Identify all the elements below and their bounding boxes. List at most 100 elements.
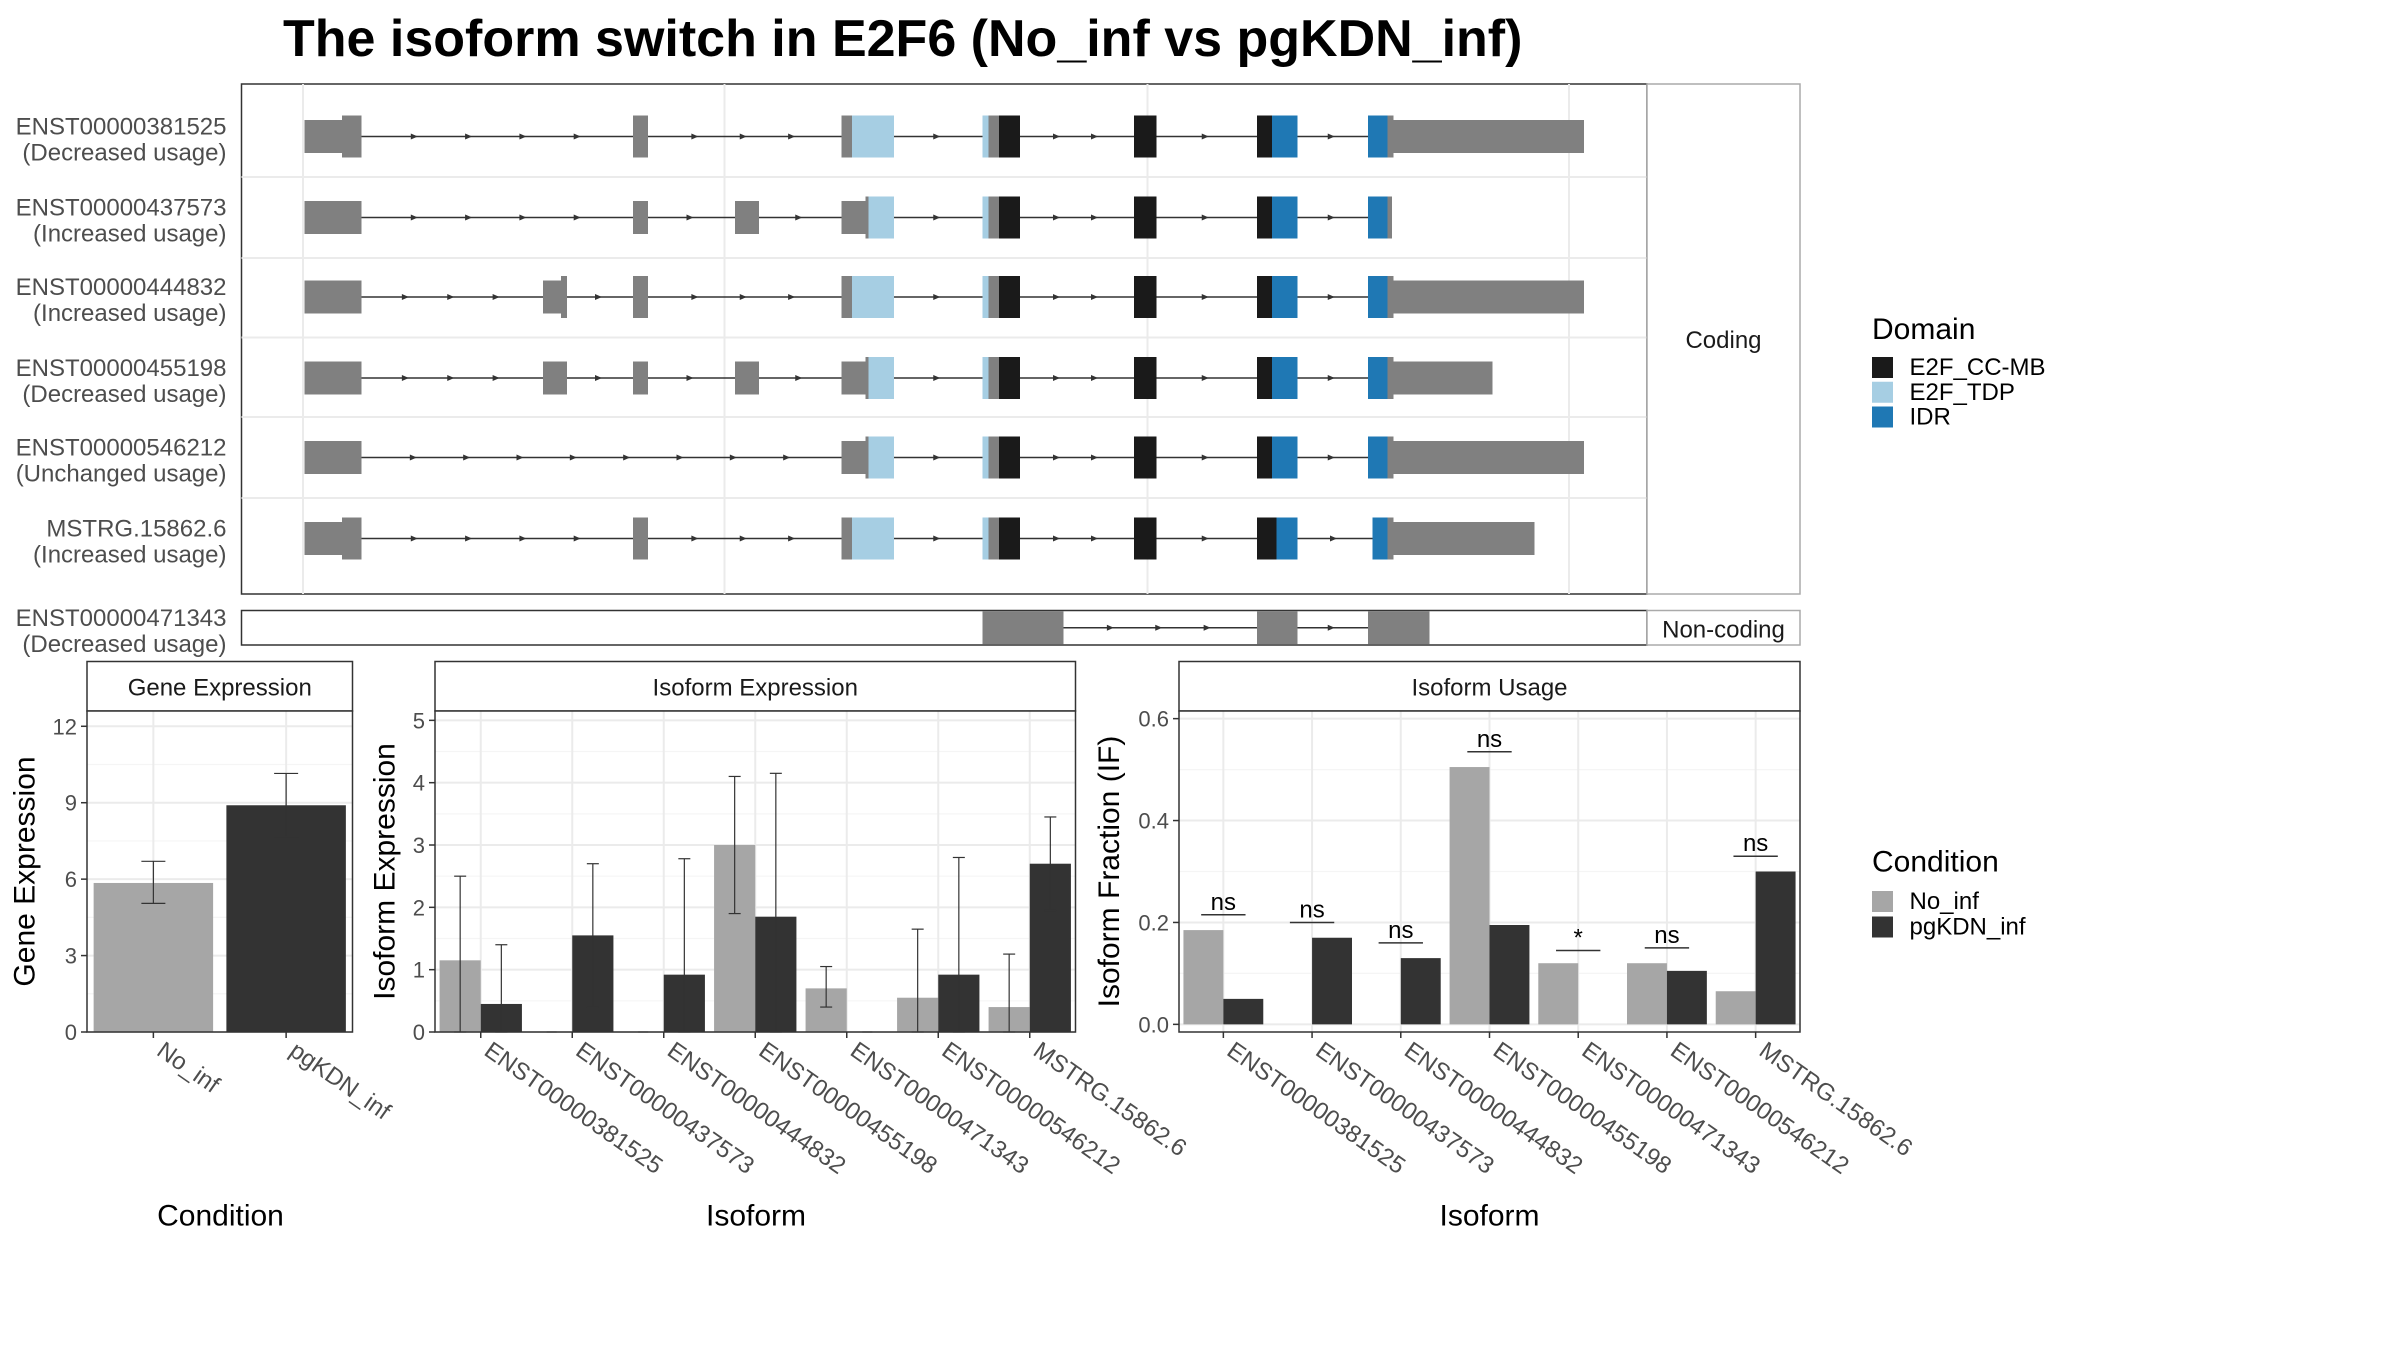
domain-legend-label: E2F_CC-MB [1910,354,2046,381]
x-tick-label: MSTRG.15862.6 [1028,1037,1191,1162]
domain-e2f-cc-mb [1134,276,1157,318]
y-tick-label: 0 [65,1020,77,1045]
gene-expression-chart: Gene Expression 0 3 6 9 12 No_inf pgKDN_inf Cond… [9,660,396,1233]
isoform-usage-chart: Isoform Usage0.00.20.40.6nsENST000003815… [1093,660,1917,1233]
domain-e2f-cc-mb [999,357,1020,399]
exon-block [633,517,648,560]
exon-block [633,115,648,158]
transcript-usage: (Increased usage) [33,300,226,327]
exon-block [304,120,342,153]
exon-block [543,361,567,395]
x-axis-label: Condition [157,1200,284,1233]
transcript-id: ENST00000437573 [16,195,227,222]
intron-arrow [788,294,796,300]
intron-arrow [492,294,500,300]
y-axis-label: Gene Expression [9,756,42,986]
exon-block [633,361,648,395]
domain-legend-key-idr [1872,406,1893,428]
domain-e2f-cc-mb [1257,115,1272,158]
intron-arrow [1327,454,1335,461]
exon-block [304,441,362,474]
intron-arrow [933,375,941,381]
intron-arrow [1091,133,1098,140]
exon-block [1387,517,1394,560]
intron-arrow [686,375,694,381]
intron-arrow [1201,375,1209,381]
intron-arrow [795,214,803,221]
intron-arrow [1053,133,1060,140]
intron-arrow [516,454,524,461]
intron-arrow [1091,294,1098,300]
bar-enst00000471343-no-inf [1538,963,1579,1025]
domain-idr [1368,436,1388,479]
transcript-label: MSTRG.15862.6 (Increased usage) [33,516,226,569]
transcript-id: ENST00000444832 [16,274,227,301]
exon-block [304,522,342,555]
intron-arrow [447,294,455,300]
y-tick-label: 6 [65,867,77,892]
exon-block [735,201,759,234]
intron-arrow [410,535,418,542]
domain-e2f-tdp [982,436,989,479]
domain-legend-key-e2f-tdp [1872,381,1893,403]
exon-block [1387,357,1394,399]
exon-block [1368,611,1430,645]
intron-arrow [1330,535,1337,542]
bar-mstrg-15862-6-no-inf [1715,991,1756,1025]
bar-enst00000546212-pgkdn-inf [1666,970,1707,1025]
y-tick-label: 4 [413,771,425,796]
bar-enst00000437573-pgkdn-inf [1312,937,1352,1025]
exon-block [1393,280,1584,314]
transcript-usage: (Unchanged usage) [16,461,227,488]
y-tick-label: 0.2 [1138,910,1169,935]
chart-panel-border [86,710,354,1033]
exon-block [1393,120,1584,153]
intron-arrow [465,214,473,221]
intron-arrow [691,535,699,542]
domain-idr [1272,436,1298,479]
intron-arrow [465,133,473,140]
intron-arrow [1053,294,1060,300]
significance-label: ns [1654,922,1679,949]
y-axis-label: Isoform Fraction (IF) [1093,736,1126,1008]
bar-enst00000381525-pgkdn-inf [1223,998,1264,1025]
intron-arrow [1327,624,1335,631]
intron-arrow [739,294,747,300]
intron-arrow [783,454,791,461]
chart-strip-label: Gene Expression [128,674,312,701]
intron-arrow [465,535,473,542]
domain-e2f-cc-mb [1257,436,1272,479]
domain-idr [1368,196,1388,239]
intron-arrow [519,133,527,140]
intron-arrow [933,294,941,300]
intron-arrow [686,214,694,221]
intron-arrow [573,214,581,221]
domain-e2f-cc-mb [1257,196,1272,239]
intron-arrow [1053,214,1060,221]
exon-block [1393,522,1535,555]
x-axis-label: Isoform [1439,1200,1539,1233]
y-tick-label: 2 [413,895,425,920]
significance-label: ns [1743,830,1768,857]
intron-arrow [463,454,471,461]
exon-block [342,115,362,158]
exon-block [633,201,648,234]
intron-arrow [401,294,409,300]
exon-block [1393,441,1584,474]
domain-e2f-cc-mb [1134,436,1157,479]
domain-e2f-cc-mb [1257,357,1272,399]
domain-e2f-tdp [982,517,989,560]
domain-idr [1368,357,1388,399]
exon-block [735,361,759,395]
domain-e2f-tdp [852,517,894,560]
intron-arrow [795,375,803,381]
transcript-usage: (Increased usage) [33,221,226,248]
transcript-id: ENST00000381525 [16,114,227,141]
x-axis-label: Isoform [706,1200,806,1233]
intron-arrow [691,294,699,300]
isoform-expression-chart: Isoform Expression012345ENST00000381525E… [369,660,1191,1233]
x-tick-label: No_inf [152,1037,225,1099]
exon-block [543,280,561,314]
